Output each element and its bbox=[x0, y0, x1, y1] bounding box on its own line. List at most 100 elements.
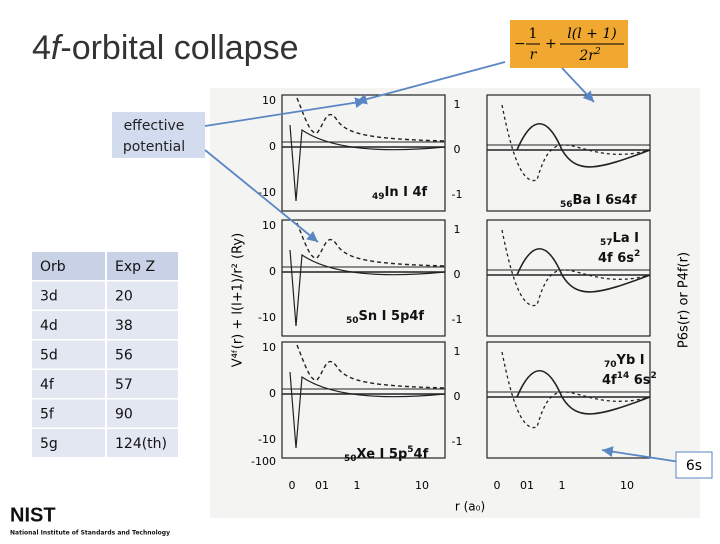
logo-text: National Institute of Standards and Tech… bbox=[10, 530, 170, 537]
y-tick-label: 0 bbox=[454, 143, 461, 156]
label-part: Sn I 5p4f bbox=[359, 309, 425, 324]
panel-label: 50Xe I 5p54f bbox=[344, 445, 429, 464]
label-part: 50 bbox=[346, 316, 359, 326]
table-cell bbox=[32, 370, 105, 398]
curve bbox=[516, 369, 651, 415]
table: Orb Exp Z 3d 20 4d 38 5d 56 4f 57 5f 90 5g 124(th) bbox=[32, 252, 178, 457]
curve bbox=[289, 249, 446, 327]
panel-label: 50Sn I 5p4f bbox=[346, 309, 424, 326]
table-cell bbox=[107, 340, 178, 369]
label-part: 50 bbox=[344, 454, 357, 464]
panel-label: 49In I 4f bbox=[372, 185, 428, 202]
title: 4f-orbital collapse bbox=[32, 29, 299, 67]
formula-part: 1 bbox=[529, 26, 538, 42]
table-text: 38 bbox=[115, 318, 133, 334]
y-tick-label: -10 bbox=[258, 433, 276, 446]
panel-label: 70Yb I bbox=[604, 353, 645, 370]
y-tick-label: 0 bbox=[454, 268, 461, 281]
panel-frame bbox=[486, 341, 651, 459]
table-cell bbox=[107, 281, 178, 310]
formula-part: 2 bbox=[594, 47, 601, 57]
formula-part: r bbox=[530, 47, 538, 63]
label-part: Ba I 6s4f bbox=[573, 193, 637, 208]
label-part: La I bbox=[613, 231, 639, 246]
label-part: 6s bbox=[629, 373, 651, 388]
y-tick-label: 0 bbox=[269, 265, 276, 278]
curve bbox=[296, 344, 446, 389]
y-tick-label: -1 bbox=[452, 188, 463, 201]
table-header: Exp Z bbox=[115, 259, 155, 275]
table-text: 56 bbox=[115, 348, 133, 364]
formula-part: 2r bbox=[578, 48, 596, 64]
label-part: 4f bbox=[602, 373, 617, 388]
table-cell bbox=[107, 429, 178, 457]
label-part: Yb I bbox=[616, 353, 645, 368]
note-box bbox=[675, 451, 713, 479]
callout-text: effective bbox=[124, 118, 185, 134]
panel-label: 56Ba I 6s4f bbox=[560, 193, 637, 210]
table-text: 4f bbox=[40, 377, 55, 393]
callout-text: potential bbox=[123, 139, 185, 155]
table-text: 5d bbox=[40, 348, 58, 364]
table-cell bbox=[32, 429, 105, 457]
label-part: Xe I 5p bbox=[357, 447, 408, 462]
panel-frame bbox=[281, 219, 446, 337]
table-text: 20 bbox=[115, 289, 133, 305]
y-tick-label: 10 bbox=[262, 341, 276, 354]
curve bbox=[296, 97, 446, 142]
table-text: 90 bbox=[115, 407, 133, 423]
curve bbox=[501, 351, 651, 429]
table-cell bbox=[32, 281, 105, 310]
x-tick-label: 01 bbox=[520, 479, 534, 492]
table-cell bbox=[32, 340, 105, 369]
curve bbox=[501, 229, 651, 307]
table-cell bbox=[107, 399, 178, 428]
curve bbox=[289, 124, 446, 202]
arrow bbox=[204, 149, 319, 243]
x-tick-label: 0 bbox=[494, 479, 501, 492]
formula-part: − bbox=[514, 36, 526, 52]
figure-bg bbox=[210, 88, 700, 518]
arrows bbox=[204, 61, 681, 463]
table-cell bbox=[107, 252, 178, 280]
label-part: 2 bbox=[634, 249, 640, 259]
note-text: 6s bbox=[686, 458, 702, 474]
y-tick-label: 1 bbox=[454, 223, 461, 236]
x-tick-label: 0 bbox=[289, 479, 296, 492]
arrow bbox=[204, 97, 367, 127]
curve bbox=[501, 104, 651, 182]
formula-part: l(l + 1) bbox=[567, 26, 616, 42]
title-part: -orbital collapse bbox=[60, 29, 298, 67]
arrow bbox=[601, 446, 681, 463]
y-tick-label: -10 bbox=[258, 186, 276, 199]
x-tick-label: 1 bbox=[354, 479, 361, 492]
svg-text:2r2: 2r2 bbox=[578, 47, 601, 65]
y-tick-label: 0 bbox=[269, 387, 276, 400]
label-part: 70 bbox=[604, 360, 617, 370]
table-cell bbox=[32, 399, 105, 428]
y-tick-label: 1 bbox=[454, 345, 461, 358]
table-cell bbox=[107, 311, 178, 339]
callout-box bbox=[112, 112, 205, 158]
curve bbox=[516, 122, 651, 168]
panel-frame bbox=[486, 219, 651, 337]
label-part: 2 bbox=[651, 371, 657, 381]
title-part: 4 bbox=[32, 29, 51, 67]
y-tick-label: 0 bbox=[269, 140, 276, 153]
label-part: 49 bbox=[372, 192, 385, 202]
y-axis-label-right: P6s(r) or P4f(r) bbox=[677, 252, 692, 348]
table-cell bbox=[107, 370, 178, 398]
panel-label: 4f14 6s2 bbox=[602, 371, 657, 388]
label-part: 5 bbox=[407, 445, 413, 455]
x-tick-label: 10 bbox=[620, 479, 634, 492]
table-header: Orb bbox=[40, 259, 66, 275]
formula-part: + bbox=[545, 36, 557, 52]
table-text: 5g bbox=[40, 436, 58, 452]
table-text: 5f bbox=[40, 407, 55, 423]
y-tick-label: 0 bbox=[454, 390, 461, 403]
x-tick-label: 01 bbox=[315, 479, 329, 492]
label-part: 4f bbox=[414, 447, 429, 462]
